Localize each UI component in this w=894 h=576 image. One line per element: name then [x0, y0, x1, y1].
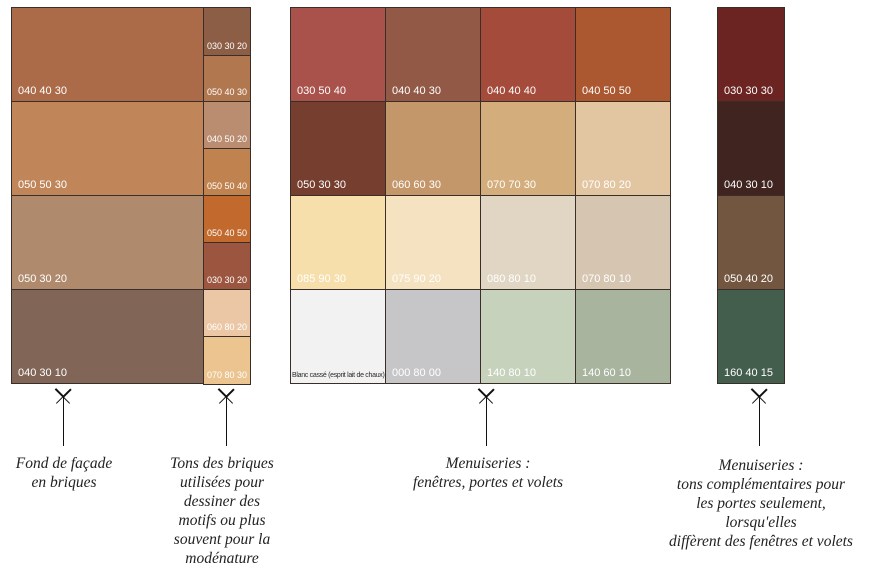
color-swatch: 085 90 30 — [290, 195, 386, 290]
color-swatch: 040 50 50 — [575, 7, 671, 102]
color-swatch: 040 30 10 — [717, 101, 785, 196]
color-code-label: 140 80 10 — [487, 367, 536, 379]
color-swatch: 040 40 40 — [480, 7, 576, 102]
color-code-label: 000 80 00 — [392, 367, 441, 379]
color-swatch: 050 40 30 — [203, 55, 251, 102]
caption-complementaires: Menuiseries : tons complémentaires pour … — [669, 457, 853, 550]
color-swatch: 050 30 20 — [11, 195, 205, 290]
color-code-label: 050 30 20 — [18, 273, 67, 285]
color-code-label: 040 40 40 — [487, 85, 536, 97]
color-swatch: 000 80 00 — [385, 289, 481, 384]
color-swatch: 040 40 30 — [385, 7, 481, 102]
color-swatch: 050 40 20 — [717, 195, 785, 290]
color-swatch: Blanc cassé (esprit lait de chaux) — [290, 289, 386, 384]
caption-menuiseries: Menuiseries : fenêtres, portes et volets — [412, 455, 564, 491]
color-code-label: 070 80 10 — [582, 273, 631, 285]
color-code-label: 050 30 30 — [297, 179, 346, 191]
color-code-label: 050 40 50 — [207, 228, 248, 238]
color-swatch: 040 40 30 — [11, 7, 205, 102]
color-code-label: 040 40 30 — [392, 85, 441, 97]
color-code-label: 030 50 40 — [297, 85, 346, 97]
color-code-label: 040 50 20 — [207, 134, 248, 144]
color-code-label: 070 80 30 — [207, 370, 248, 380]
color-swatch: 060 80 20 — [203, 289, 251, 337]
arrow-up-icon — [477, 388, 495, 446]
color-swatch: 050 30 30 — [290, 101, 386, 196]
arrow-up-icon — [217, 388, 235, 446]
color-swatch: 030 30 20 — [203, 242, 251, 290]
color-code-label: 040 50 50 — [582, 85, 631, 97]
color-code-label: 040 30 10 — [18, 367, 67, 379]
color-swatch: 070 70 30 — [480, 101, 576, 196]
color-code-label: 070 80 20 — [582, 179, 631, 191]
color-swatch: 070 80 30 — [203, 336, 251, 385]
color-code-label: 075 90 20 — [392, 273, 441, 285]
color-swatch: 040 50 20 — [203, 101, 251, 149]
caption-facade: Fond de façade en briques — [15, 455, 113, 491]
color-code-label: 070 70 30 — [487, 179, 536, 191]
color-code-label: 060 60 30 — [392, 179, 441, 191]
color-swatch: 030 30 30 — [717, 7, 785, 102]
color-code-label: 085 90 30 — [297, 273, 346, 285]
color-code-label: Blanc cassé (esprit lait de chaux) — [292, 372, 385, 379]
color-swatch: 040 30 10 — [11, 289, 205, 384]
arrow-up-icon — [54, 388, 72, 446]
color-code-label: 050 40 20 — [724, 273, 773, 285]
color-code-label: 030 30 20 — [207, 41, 248, 51]
color-code-label: 040 30 10 — [724, 179, 773, 191]
color-code-label: 030 30 20 — [207, 275, 248, 285]
color-swatch: 075 90 20 — [385, 195, 481, 290]
caption-brick-tones: Tons des briques utilisées pour dessiner… — [170, 455, 274, 567]
color-swatch: 050 50 30 — [11, 101, 205, 196]
color-swatch: 160 40 15 — [717, 289, 785, 384]
color-code-label: 050 50 30 — [18, 179, 67, 191]
color-swatch: 140 60 10 — [575, 289, 671, 384]
color-swatch: 080 80 10 — [480, 195, 576, 290]
color-code-label: 050 40 30 — [207, 87, 248, 97]
color-code-label: 040 40 30 — [18, 85, 67, 97]
color-swatch: 070 80 10 — [575, 195, 671, 290]
color-code-label: 060 80 20 — [207, 322, 248, 332]
color-swatch: 070 80 20 — [575, 101, 671, 196]
color-swatch: 030 50 40 — [290, 7, 386, 102]
color-swatch: 050 40 50 — [203, 195, 251, 243]
color-swatch: 140 80 10 — [480, 289, 576, 384]
color-code-label: 160 40 15 — [724, 367, 773, 379]
color-code-label: 140 60 10 — [582, 367, 631, 379]
color-swatch: 030 30 20 — [203, 7, 251, 56]
color-code-label: 080 80 10 — [487, 273, 536, 285]
color-code-label: 050 50 40 — [207, 181, 248, 191]
color-swatch: 060 60 30 — [385, 101, 481, 196]
arrow-up-icon — [750, 388, 768, 446]
color-swatch: 050 50 40 — [203, 148, 251, 196]
color-code-label: 030 30 30 — [724, 85, 773, 97]
